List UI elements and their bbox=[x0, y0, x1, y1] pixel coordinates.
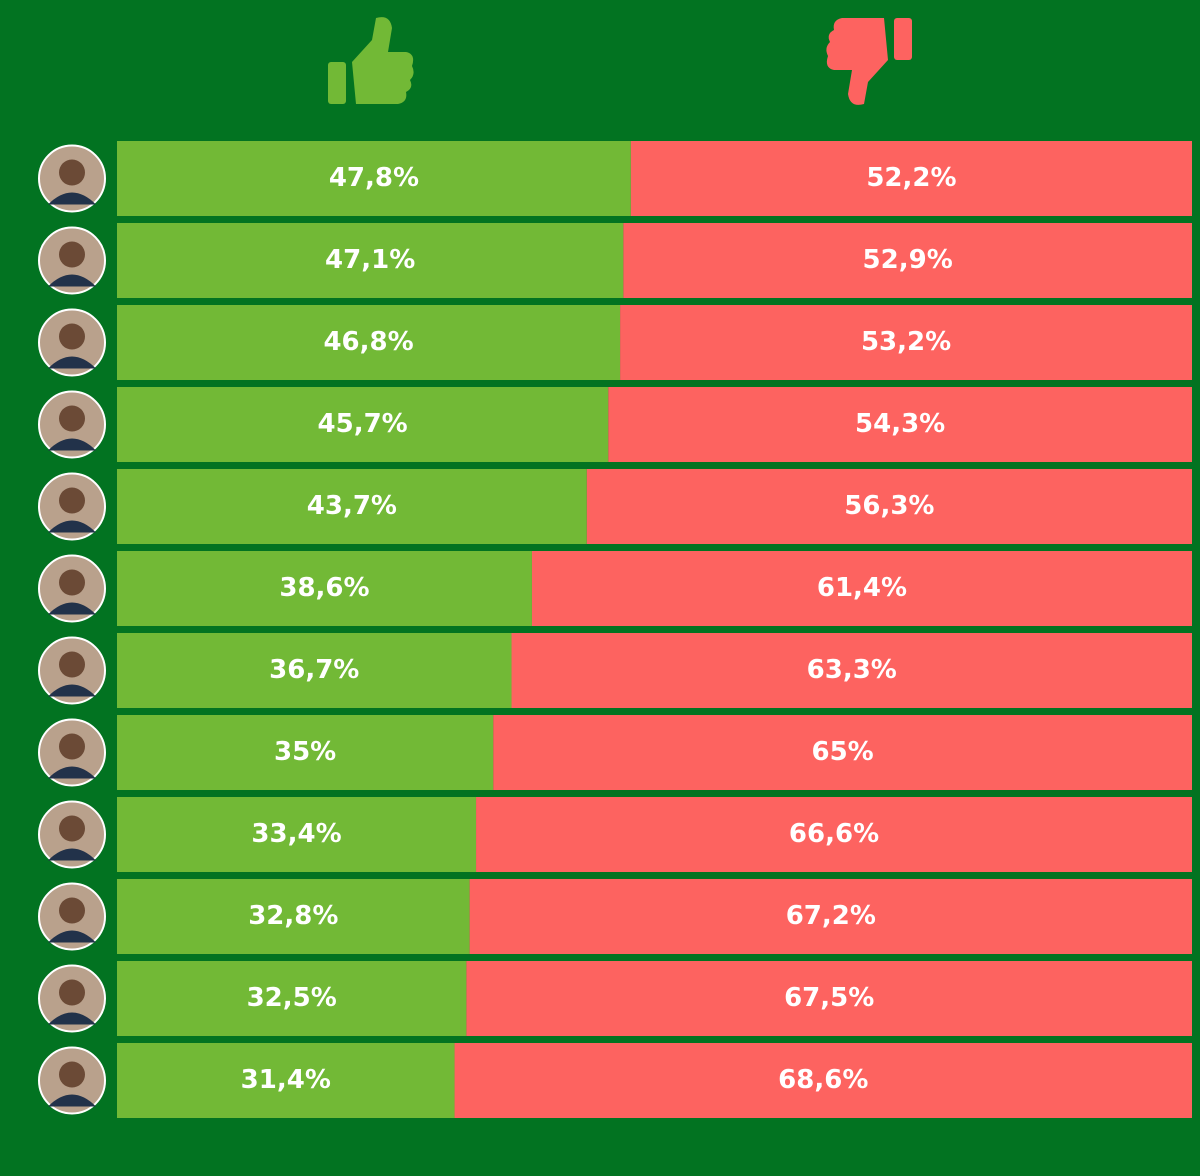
value-label: 45,7% bbox=[318, 409, 408, 439]
value-label: 61,4% bbox=[817, 573, 907, 603]
value-label: 53,2% bbox=[861, 327, 951, 357]
bar-segment bbox=[454, 1043, 1192, 1118]
avatar-head bbox=[59, 323, 85, 350]
bar-segment bbox=[117, 223, 624, 298]
thumbs-down-icon bbox=[826, 18, 912, 105]
avatar-head bbox=[59, 569, 85, 596]
value-label: 32,8% bbox=[248, 901, 338, 931]
value-label: 54,3% bbox=[855, 409, 945, 439]
value-label: 35% bbox=[274, 737, 336, 767]
bar-segment bbox=[623, 223, 1192, 298]
value-label: 66,6% bbox=[789, 819, 879, 849]
bar-segment bbox=[117, 961, 467, 1036]
bar-segment bbox=[117, 715, 494, 790]
bar-segment bbox=[493, 715, 1192, 790]
bar-segment bbox=[117, 633, 512, 708]
value-label: 32,5% bbox=[247, 983, 337, 1013]
avatar-body bbox=[48, 438, 96, 451]
bar-segment bbox=[117, 387, 609, 462]
avatar-body bbox=[48, 602, 96, 615]
value-label: 33,4% bbox=[251, 819, 341, 849]
avatar-body bbox=[48, 930, 96, 943]
avatar-head bbox=[59, 241, 85, 268]
value-label: 47,1% bbox=[325, 245, 415, 275]
bar-segment bbox=[476, 797, 1192, 872]
value-label: 67,2% bbox=[786, 901, 876, 931]
value-label: 46,8% bbox=[323, 327, 413, 357]
bar-segment bbox=[586, 469, 1192, 544]
avatar-body bbox=[48, 684, 96, 697]
avatar-body bbox=[48, 1094, 96, 1107]
bar-segment bbox=[117, 469, 587, 544]
value-label: 65% bbox=[812, 737, 874, 767]
bar-segment bbox=[466, 961, 1192, 1036]
bar-segment bbox=[117, 551, 532, 626]
value-label: 31,4% bbox=[241, 1065, 331, 1095]
bar-segment bbox=[117, 797, 477, 872]
avatar-body bbox=[48, 848, 96, 861]
value-label: 38,6% bbox=[279, 573, 369, 603]
avatar-head bbox=[59, 979, 85, 1006]
thumbs-up-icon bbox=[328, 17, 414, 104]
value-label: 67,5% bbox=[784, 983, 874, 1013]
bar-segment bbox=[620, 305, 1192, 380]
avatar-head bbox=[59, 1061, 85, 1088]
bar-segment bbox=[469, 879, 1193, 954]
avatar-head bbox=[59, 733, 85, 760]
avatar-body bbox=[48, 1012, 96, 1025]
value-label: 36,7% bbox=[269, 655, 359, 685]
avatar-head bbox=[59, 487, 85, 514]
value-label: 56,3% bbox=[844, 491, 934, 521]
avatar-head bbox=[59, 405, 85, 432]
value-label: 43,7% bbox=[307, 491, 397, 521]
bar-segment bbox=[117, 305, 621, 380]
avatar-body bbox=[48, 274, 96, 287]
avatar-head bbox=[59, 651, 85, 678]
bar-segment bbox=[117, 141, 631, 216]
avatar-body bbox=[48, 192, 96, 205]
value-label: 68,6% bbox=[778, 1065, 868, 1095]
value-label: 52,2% bbox=[866, 163, 956, 193]
bar-segment bbox=[511, 633, 1192, 708]
avatar-head bbox=[59, 159, 85, 186]
value-label: 52,9% bbox=[863, 245, 953, 275]
avatar-body bbox=[48, 766, 96, 779]
bar-segment bbox=[117, 879, 470, 954]
bar-segment bbox=[608, 387, 1192, 462]
value-label: 47,8% bbox=[329, 163, 419, 193]
value-label: 63,3% bbox=[807, 655, 897, 685]
bar-segment bbox=[531, 551, 1192, 626]
bar-segment bbox=[630, 141, 1192, 216]
bar-segment bbox=[117, 1043, 455, 1118]
avatar-body bbox=[48, 356, 96, 369]
avatar-head bbox=[59, 897, 85, 924]
avatar-head bbox=[59, 815, 85, 842]
avatar-body bbox=[48, 520, 96, 533]
